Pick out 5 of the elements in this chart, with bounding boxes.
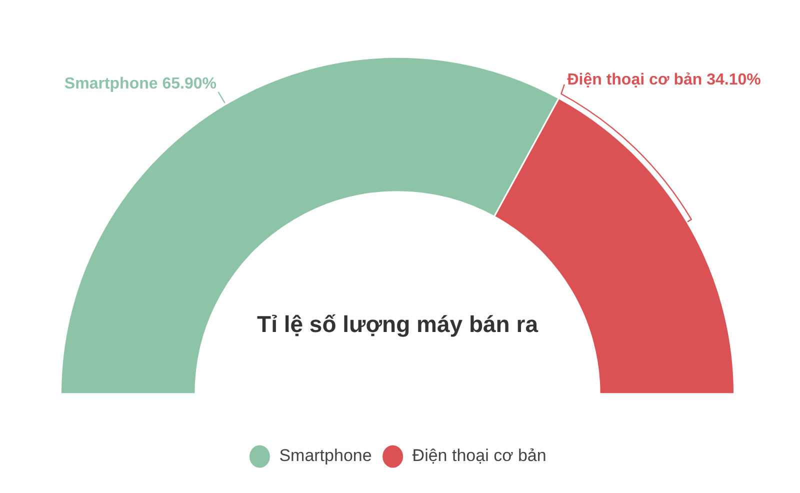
data-label: Điện thoại cơ bản 34.10%: [567, 71, 761, 88]
data-label: Smartphone 65.90%: [64, 76, 216, 93]
text: Tỉ lệ số lượng máy bán ra: [257, 311, 538, 338]
legend-label: Điện thoại cơ bản: [412, 446, 546, 466]
legend-label: Smartphone: [279, 446, 372, 466]
